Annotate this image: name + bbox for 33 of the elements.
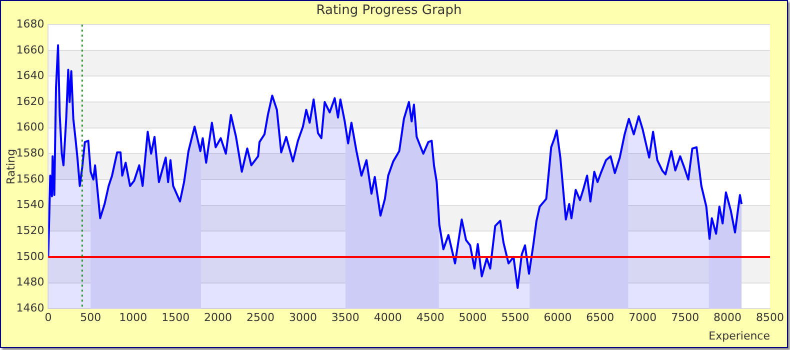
x-tick-label: 3500 [331, 311, 360, 324]
y-tick-label: 1640 [16, 69, 44, 82]
x-tick-label: 1500 [162, 311, 190, 324]
x-tick-label: 3000 [288, 311, 317, 324]
x-tick-label: 2000 [204, 311, 232, 324]
y-tick-label: 1580 [16, 146, 44, 160]
x-tick-label: 2500 [246, 311, 274, 324]
x-tick-label: 8000 [714, 311, 742, 324]
y-tick-label: 1560 [16, 172, 44, 186]
y-tick-label: 1620 [16, 94, 44, 108]
x-tick-label: 8500 [756, 311, 784, 324]
x-tick-label: 4500 [416, 311, 444, 324]
y-tick-label: 1520 [16, 224, 44, 238]
x-tick-label: 7000 [628, 311, 657, 324]
y-tick-label: 1600 [16, 120, 44, 134]
x-tick-label: 0 [44, 311, 52, 324]
x-axis-title: Experience [708, 329, 770, 342]
x-tick-label: 6000 [544, 311, 572, 324]
y-tick-label: 1480 [16, 276, 44, 289]
x-tick-label: 1000 [119, 311, 148, 324]
y-tick-label: 1460 [16, 301, 44, 314]
x-tick-label: 4000 [374, 311, 402, 324]
x-tick-label: 500 [80, 311, 102, 324]
y-tick-label: 1660 [16, 43, 44, 56]
y-tick-label: 1680 [16, 17, 44, 30]
x-tick-label: 7500 [671, 311, 700, 324]
x-tick-label: 5000 [458, 311, 487, 324]
x-tick-label: 6500 [586, 311, 614, 324]
y-axis-title: Rating [4, 148, 18, 184]
x-tick-label: 5500 [501, 311, 530, 324]
y-tick-label: 1500 [16, 250, 44, 263]
y-tick-label: 1540 [16, 198, 44, 212]
chart-title: Rating Progress Graph [316, 3, 462, 18]
